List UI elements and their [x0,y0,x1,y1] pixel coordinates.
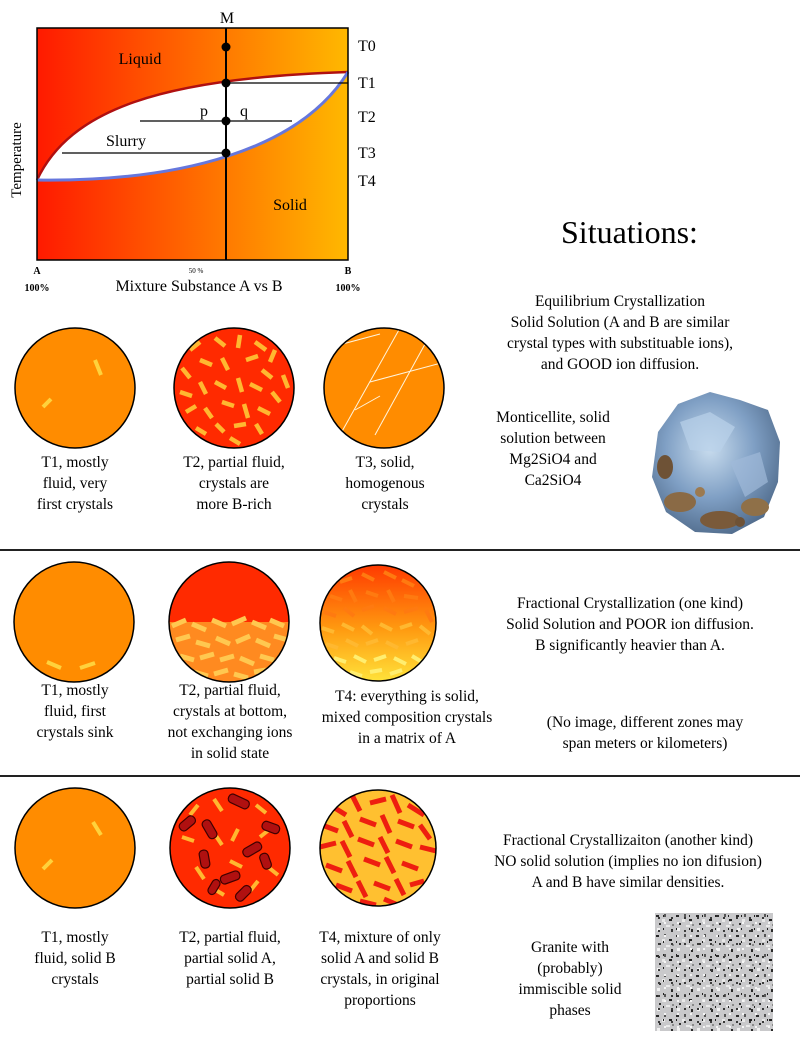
liquidus-curve [35,70,349,181]
row1-caption-t3: T3, solid, homogenous crystals [345,454,425,513]
row3-t2-circle [170,788,290,908]
label-solid: Solid [273,197,307,214]
crystal [41,397,53,409]
row1-description: Equilibrium Crystallization Solid Solutio… [506,293,733,373]
point-t2 [221,116,231,126]
point-t1 [221,78,231,88]
label-t4: T4 [358,173,376,190]
label-t0: T0 [358,38,376,55]
situations-title: Situations: [561,214,698,250]
label-t2: T2 [358,109,376,126]
label-q: q [240,103,248,120]
label-liquid: Liquid [119,51,162,68]
row3-circles [14,787,437,909]
row1-t1-circle [14,327,136,449]
row2-t4-crystals [321,570,434,678]
phase-diagram: M Liquid Slurry Solid p q T0 T1 T2 T3 T4… [9,10,376,295]
crystal [79,661,96,670]
x-axis-label: Mixture Substance A vs B [115,278,282,295]
row3-caption-t4: T4, mixture of only solid A and solid B c… [319,929,441,1009]
diagram-frame [36,27,349,261]
crystal [91,820,103,837]
row2-circles [13,561,437,683]
row2-caption-t1: T1, mostly fluid, first crystals sink [36,682,114,741]
x-left-letter: A [33,266,41,277]
x-right-letter: B [345,266,352,277]
label-slurry: Slurry [106,133,146,150]
row3-t4-circle [320,790,436,906]
label-t3: T3 [358,145,376,162]
row1-t3-circle [324,328,444,448]
row2-description: Fractional Crystallization (one kind) Sol… [506,595,754,654]
row2-t1-circle [13,561,135,683]
point-t3 [221,148,231,158]
separator-2 [0,775,800,777]
x-right-pct: 100% [336,283,361,294]
row1-circles [14,327,445,449]
row2-note: (No image, different zones may span meter… [546,714,744,752]
row3-caption-t2: T2, partial fluid, partial solid A, partia… [179,929,281,988]
label-p: p [200,103,208,120]
row2-caption-t4: T4: everything is solid, mixed compositio… [321,688,493,747]
row3-t2-crystals [178,793,281,902]
row1-t2-crystals [179,334,291,446]
x-left-pct: 100% [25,283,50,294]
row2-t2-crystal-pile [169,615,289,682]
point-t0 [221,42,231,52]
row3-granite-text: Granite with (probably) immiscible solid p… [518,939,622,1019]
row3-t1-circle [14,787,136,909]
granite-image [655,913,773,1031]
row1-t2-circle [174,328,294,448]
row2-caption-t2: T2, partial fluid, crystals at bottom, no… [167,682,293,762]
label-m: M [220,10,234,27]
crystal [46,660,62,670]
row3-description: Fractional Crystallizaiton (another kind… [494,832,762,891]
crystal [41,858,54,871]
crystal [93,359,103,376]
y-axis-label: Temperature [9,122,25,198]
monticellite-image [652,392,780,534]
x-mid-pct: 50 % [189,267,204,275]
label-t1: T1 [358,75,376,92]
row1-caption-t1: T1, mostly fluid, very first crystals [36,454,114,513]
row1-caption-t2: T2, partial fluid, crystals are more B-ric… [183,454,285,513]
row2-t4-circle [320,565,436,681]
separator-1 [0,549,800,551]
row1-mineral-text: Monticellite, solid solution between Mg2S… [496,409,610,489]
